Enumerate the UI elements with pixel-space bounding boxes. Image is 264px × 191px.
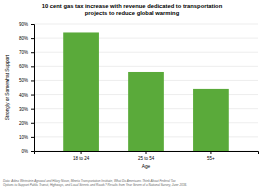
y-tick-label: 80% [19,36,28,41]
y-tick-label: 0% [21,149,28,154]
y-tick: 20% [19,121,34,126]
y-tick-label: 90% [19,22,28,27]
bars [63,32,229,151]
y-tick-label: 60% [19,64,28,69]
x-tick: 55+ [207,151,215,161]
x-tick-label: 18 to 24 [73,156,90,161]
bar [193,89,229,151]
y-tick-mark [31,52,34,53]
y-tick: 50% [19,78,34,83]
y-tick-mark [31,151,34,152]
y-tick-mark [31,95,34,96]
y-tick: 0% [21,149,34,154]
y-tick-label: 50% [19,78,28,83]
bar [128,72,164,151]
y-tick-label: 20% [19,121,28,126]
x-tick-label: 25 to 54 [138,156,155,161]
x-axis-title: Age [142,164,151,169]
x-tick: 25 to 54 [138,151,155,161]
x-tick: 18 to 24 [73,151,90,161]
y-tick: 60% [19,64,34,69]
y-tick-mark [31,24,34,25]
y-tick: 40% [19,92,34,97]
x-tick-mark [146,151,147,154]
y-tick-mark [31,137,34,138]
y-axis: 0% 10% 20% 30% 40% 50% 60% 70% 80% 90% [19,22,35,154]
y-tick: 30% [19,107,34,112]
y-tick-mark [31,66,34,67]
y-tick-label: 30% [19,107,28,112]
footnote-line: Options to Support Public Transit, Highw… [3,183,187,187]
grid-line [34,24,258,25]
y-tick: 80% [19,36,34,41]
y-tick-label: 70% [19,50,28,55]
y-tick-mark [31,109,34,110]
y-tick-mark [31,80,34,81]
x-tick-mark [210,151,211,154]
y-tick: 10% [19,135,34,140]
y-axis-line [31,25,35,152]
x-tick-mark [81,151,82,154]
x-axis-line [35,152,259,155]
title-line: projects to reduce global warming [85,10,180,16]
y-tick-mark [31,38,34,39]
y-tick-label: 40% [19,92,28,97]
grid [34,24,258,151]
x-tick-label: 55+ [207,156,215,161]
title-line: 10 cent gas tax increase with revenue de… [42,3,223,9]
footnote: Data: Adina Weinstein Agrawal and Hilary… [3,179,187,187]
plot: 0% 10% 20% 30% 40% 50% 60% 70% 80% 90% 18 to 24 25 … [19,22,259,161]
y-tick-label: 10% [19,135,28,140]
bar [63,32,99,151]
y-tick: 70% [19,50,34,55]
chart-svg: 0% 10% 20% 30% 40% 50% 60% 70% 80% 90% 18 to 24 25 … [0,0,264,191]
x-axis: 18 to 24 25 to 54 55+ [35,151,259,161]
y-tick: 90% [19,22,34,27]
title: 10 cent gas tax increase with revenue de… [42,3,223,16]
y-axis-title: Strongly or Somewhat Support [5,54,10,120]
y-tick-mark [31,123,34,124]
